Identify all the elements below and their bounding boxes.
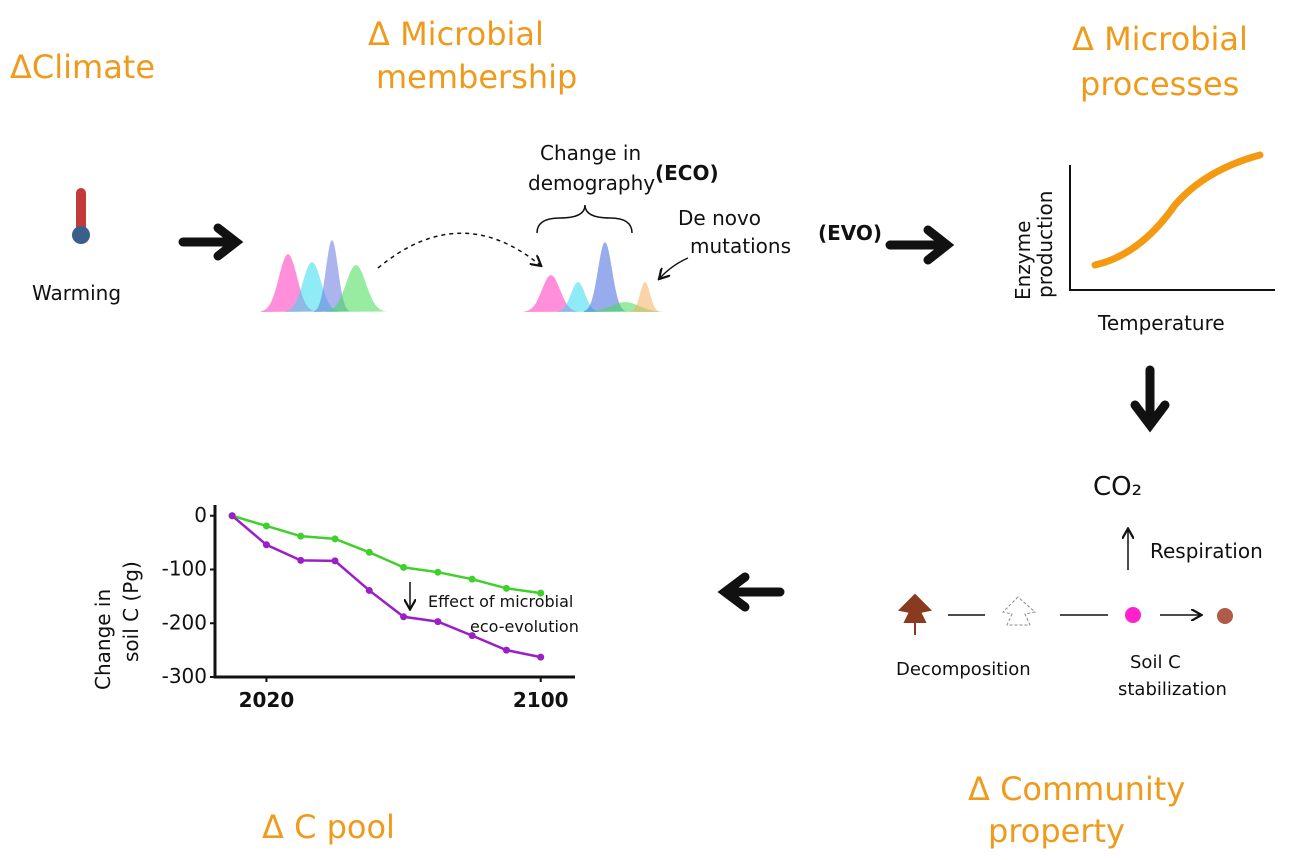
data-point: [502, 584, 510, 592]
heading: property: [988, 812, 1125, 850]
label: Respiration: [1150, 539, 1263, 563]
arrow: [660, 257, 689, 278]
label: Change in: [540, 141, 641, 165]
annotation: Effect of microbial: [428, 592, 573, 611]
distributions: [261, 240, 667, 312]
annotation: eco-evolution: [470, 617, 579, 636]
bell-curve: [584, 242, 626, 312]
data-point: [468, 575, 476, 583]
data-point: [228, 512, 236, 520]
line-chart: 0 -100 -200 -300 2020 2100: [162, 503, 569, 712]
axis-label: soil C (Pg): [119, 561, 143, 662]
axis-label: Enzyme: [1011, 221, 1035, 300]
bell-curve: [557, 282, 599, 312]
data-point: [502, 646, 510, 654]
data-point: [297, 556, 305, 564]
decomposition-icons: [897, 593, 1233, 635]
axis-label: production: [1033, 191, 1057, 298]
heading: ΔClimate: [10, 48, 155, 86]
data-point: [537, 589, 545, 597]
data-point: [537, 653, 545, 661]
label: stabilization: [1118, 679, 1227, 700]
heading: Δ Microbial: [368, 15, 544, 53]
label: demography: [528, 171, 655, 195]
heading: Δ Community: [968, 770, 1185, 808]
label: De novo: [678, 206, 761, 230]
bell-curve: [326, 265, 386, 312]
data-point: [468, 632, 476, 640]
label: mutations: [690, 234, 791, 258]
x-tick-label: 2020: [239, 688, 295, 712]
heading: Δ C pool: [262, 808, 395, 846]
x-tick-label: 2100: [513, 688, 569, 712]
data-point: [297, 532, 305, 540]
data-point: [400, 563, 408, 571]
series-line: [231, 514, 541, 659]
series-line: [231, 514, 541, 595]
bell-curve: [314, 240, 350, 312]
label: Soil C: [1130, 652, 1181, 673]
enzyme-plot: [1069, 151, 1275, 291]
data-point: [262, 522, 270, 530]
data-point: [331, 557, 339, 565]
label: Warming: [32, 281, 121, 305]
data-point: [434, 568, 442, 576]
label: CO₂: [1093, 472, 1142, 502]
arrow: [377, 232, 540, 269]
label: (ECO): [655, 161, 719, 185]
data-point: [331, 535, 339, 543]
arrow: [178, 223, 1170, 612]
data-point: [434, 618, 442, 626]
y-tick-label: -100: [162, 557, 207, 581]
data-point: [365, 586, 373, 594]
axis-label: Change in: [91, 589, 115, 690]
thermometer-icon: [72, 188, 90, 244]
label: (EVO): [818, 221, 882, 245]
data-point: [262, 541, 270, 549]
brace: [536, 204, 633, 234]
y-tick-label: -300: [162, 664, 207, 688]
heading: Δ Microbial: [1072, 20, 1248, 58]
heading: processes: [1080, 65, 1239, 103]
bell-curve: [524, 275, 578, 312]
y-tick-label: 0: [194, 503, 207, 527]
bell-curve: [630, 282, 660, 312]
heading: membership: [376, 58, 577, 96]
data-point: [365, 548, 373, 556]
data-point: [400, 613, 408, 621]
label: Decomposition: [896, 659, 1031, 680]
axis-label: Temperature: [1097, 311, 1225, 335]
y-tick-label: -200: [162, 610, 207, 634]
